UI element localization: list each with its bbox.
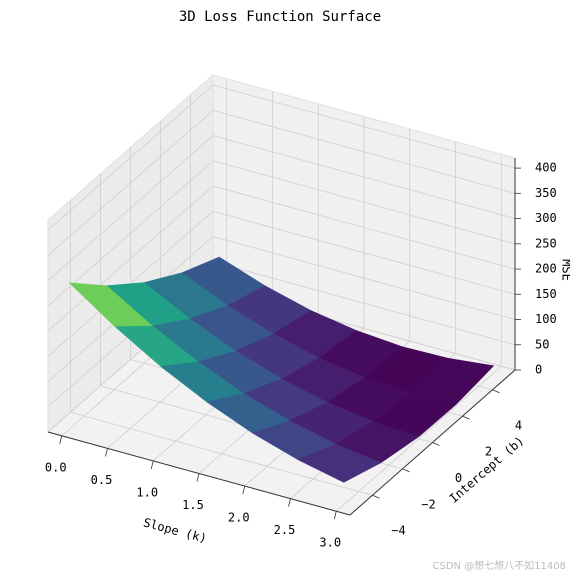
x-tick-label: 2.5 [274, 523, 296, 537]
x-tick [105, 448, 108, 457]
grid-line [47, 185, 214, 332]
x-axis-label: Slope (k) [142, 515, 208, 545]
grid-line [47, 110, 214, 256]
y-tick-label: 4 [515, 418, 522, 432]
x-tick [59, 435, 63, 444]
grid-line [212, 160, 516, 245]
y-tick-label: −4 [391, 524, 405, 538]
y-tick-label: 2 [485, 445, 492, 459]
grid-line [212, 135, 516, 219]
y-tick-label: −2 [421, 497, 435, 511]
y-tick [462, 415, 470, 420]
x-tick-label: 0.5 [91, 473, 113, 487]
grid-line [47, 160, 214, 307]
chart-title: 3D Loss Function Surface [179, 9, 381, 25]
grid-line [212, 236, 516, 320]
z-tick-label: 200 [535, 262, 557, 276]
x-tick-label: 3.0 [319, 536, 341, 550]
surface-patch [297, 443, 382, 483]
z-tick-label: 400 [535, 161, 557, 175]
z-tick-label: 300 [535, 211, 557, 225]
z-axis-label: MSE [560, 259, 570, 281]
x-tick [196, 473, 200, 482]
x-tick-label: 2.0 [228, 511, 250, 525]
z-tick-label: 350 [535, 186, 557, 200]
grid-line [47, 84, 214, 231]
z-tick-label: 250 [535, 236, 557, 250]
z-tick-label: 0 [535, 363, 542, 377]
z-tick-label: 50 [535, 337, 549, 351]
y-tick [492, 389, 500, 394]
watermark: CSDN @想七想八不如11408 [432, 559, 566, 572]
grid-line [47, 135, 214, 281]
x-tick [242, 485, 246, 495]
grid-line [212, 84, 516, 169]
x-tick [288, 498, 291, 507]
grid-line [212, 210, 516, 295]
y-axis [349, 369, 516, 516]
y-tick [372, 494, 380, 499]
grid-line [212, 261, 516, 346]
x-axis [47, 431, 351, 516]
x-tick-label: 0.0 [45, 460, 67, 474]
x-tick-label: 1.5 [182, 498, 204, 512]
x-tick [333, 511, 337, 520]
y-tick [432, 442, 440, 446]
z-tick-label: 100 [535, 312, 557, 326]
grid-line [212, 185, 516, 270]
grid-line [212, 109, 516, 194]
y-tick [402, 468, 410, 473]
x-tick [150, 460, 154, 470]
y-tick-label: 0 [455, 471, 462, 485]
z-tick-label: 150 [535, 287, 557, 301]
x-tick-label: 1.0 [136, 485, 158, 499]
grid-line [70, 411, 373, 496]
